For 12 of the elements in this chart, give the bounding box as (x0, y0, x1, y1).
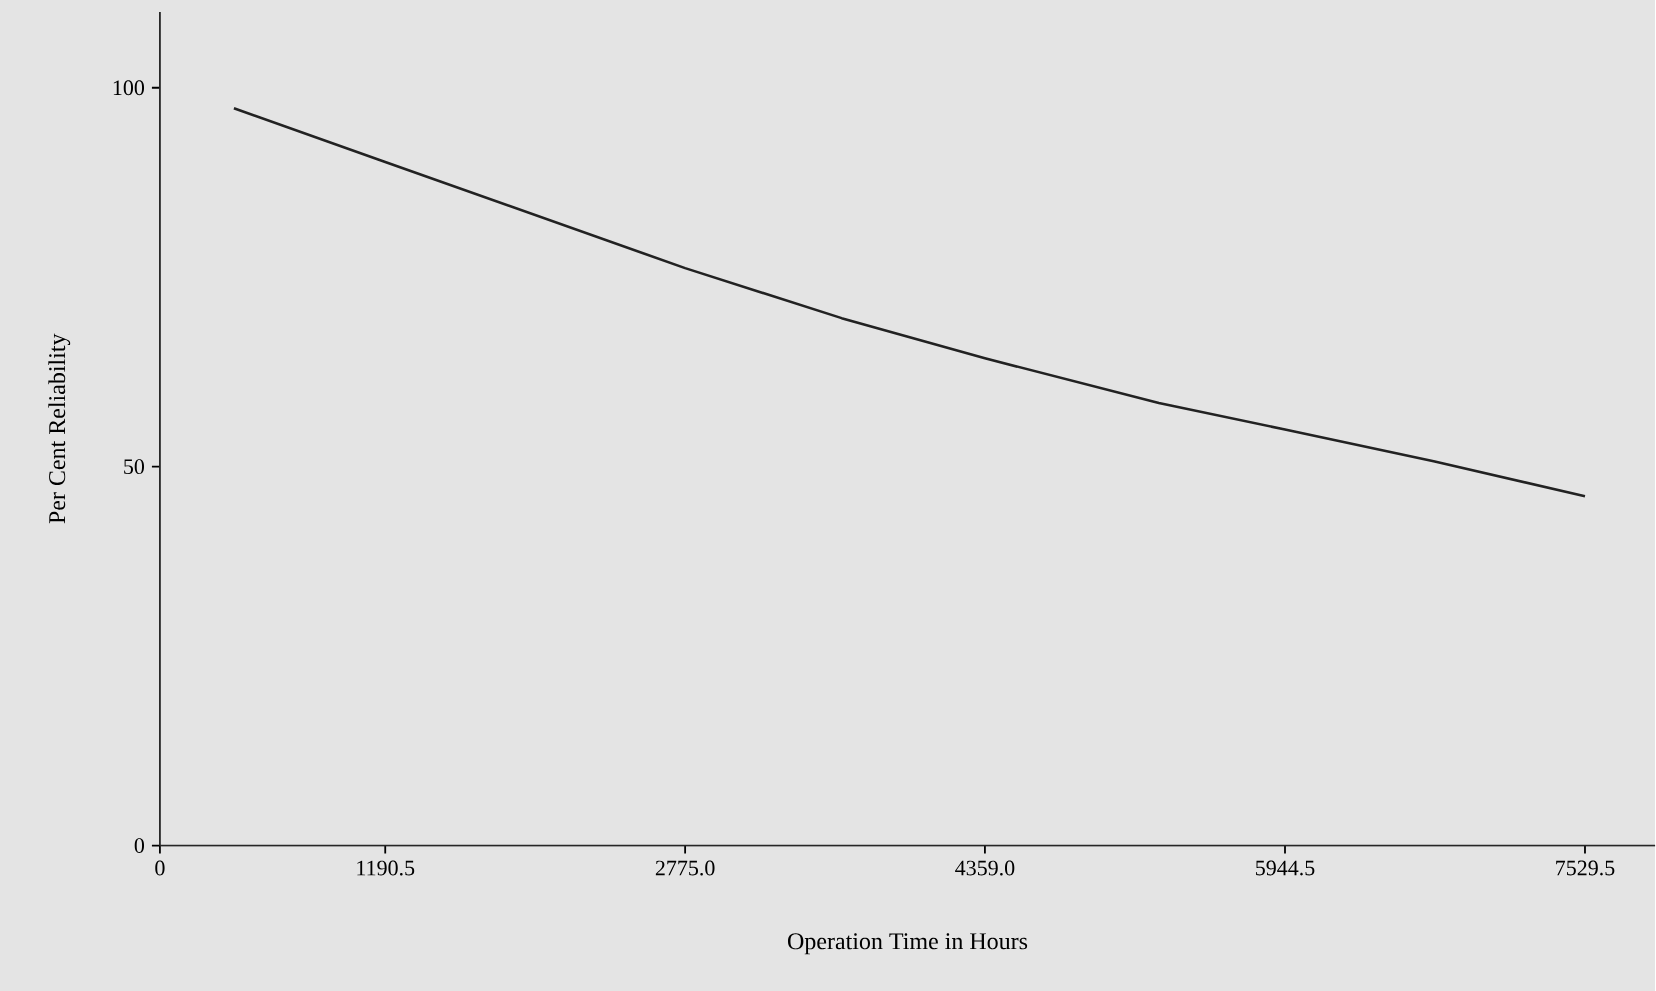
x-tick-label: 7529.5 (1556, 860, 1615, 876)
x-tick-label: 2775.0 (655, 860, 715, 876)
y-tick-label: 0 (134, 837, 145, 853)
x-tick-label: 1190.5 (357, 860, 415, 876)
y-axis-title: Per Cent Reliability (48, 333, 71, 524)
x-tick-label: 5944.5 (1256, 860, 1315, 876)
line-series (232, 106, 1587, 498)
x-tick-label: 0 (155, 860, 165, 876)
y-tick-label: 50 (124, 459, 145, 474)
y-tick-label: 100 (113, 80, 145, 95)
x-axis-title: Operation Time in Hours (788, 932, 1028, 954)
x-tick-label: 4359.0 (955, 860, 1015, 876)
